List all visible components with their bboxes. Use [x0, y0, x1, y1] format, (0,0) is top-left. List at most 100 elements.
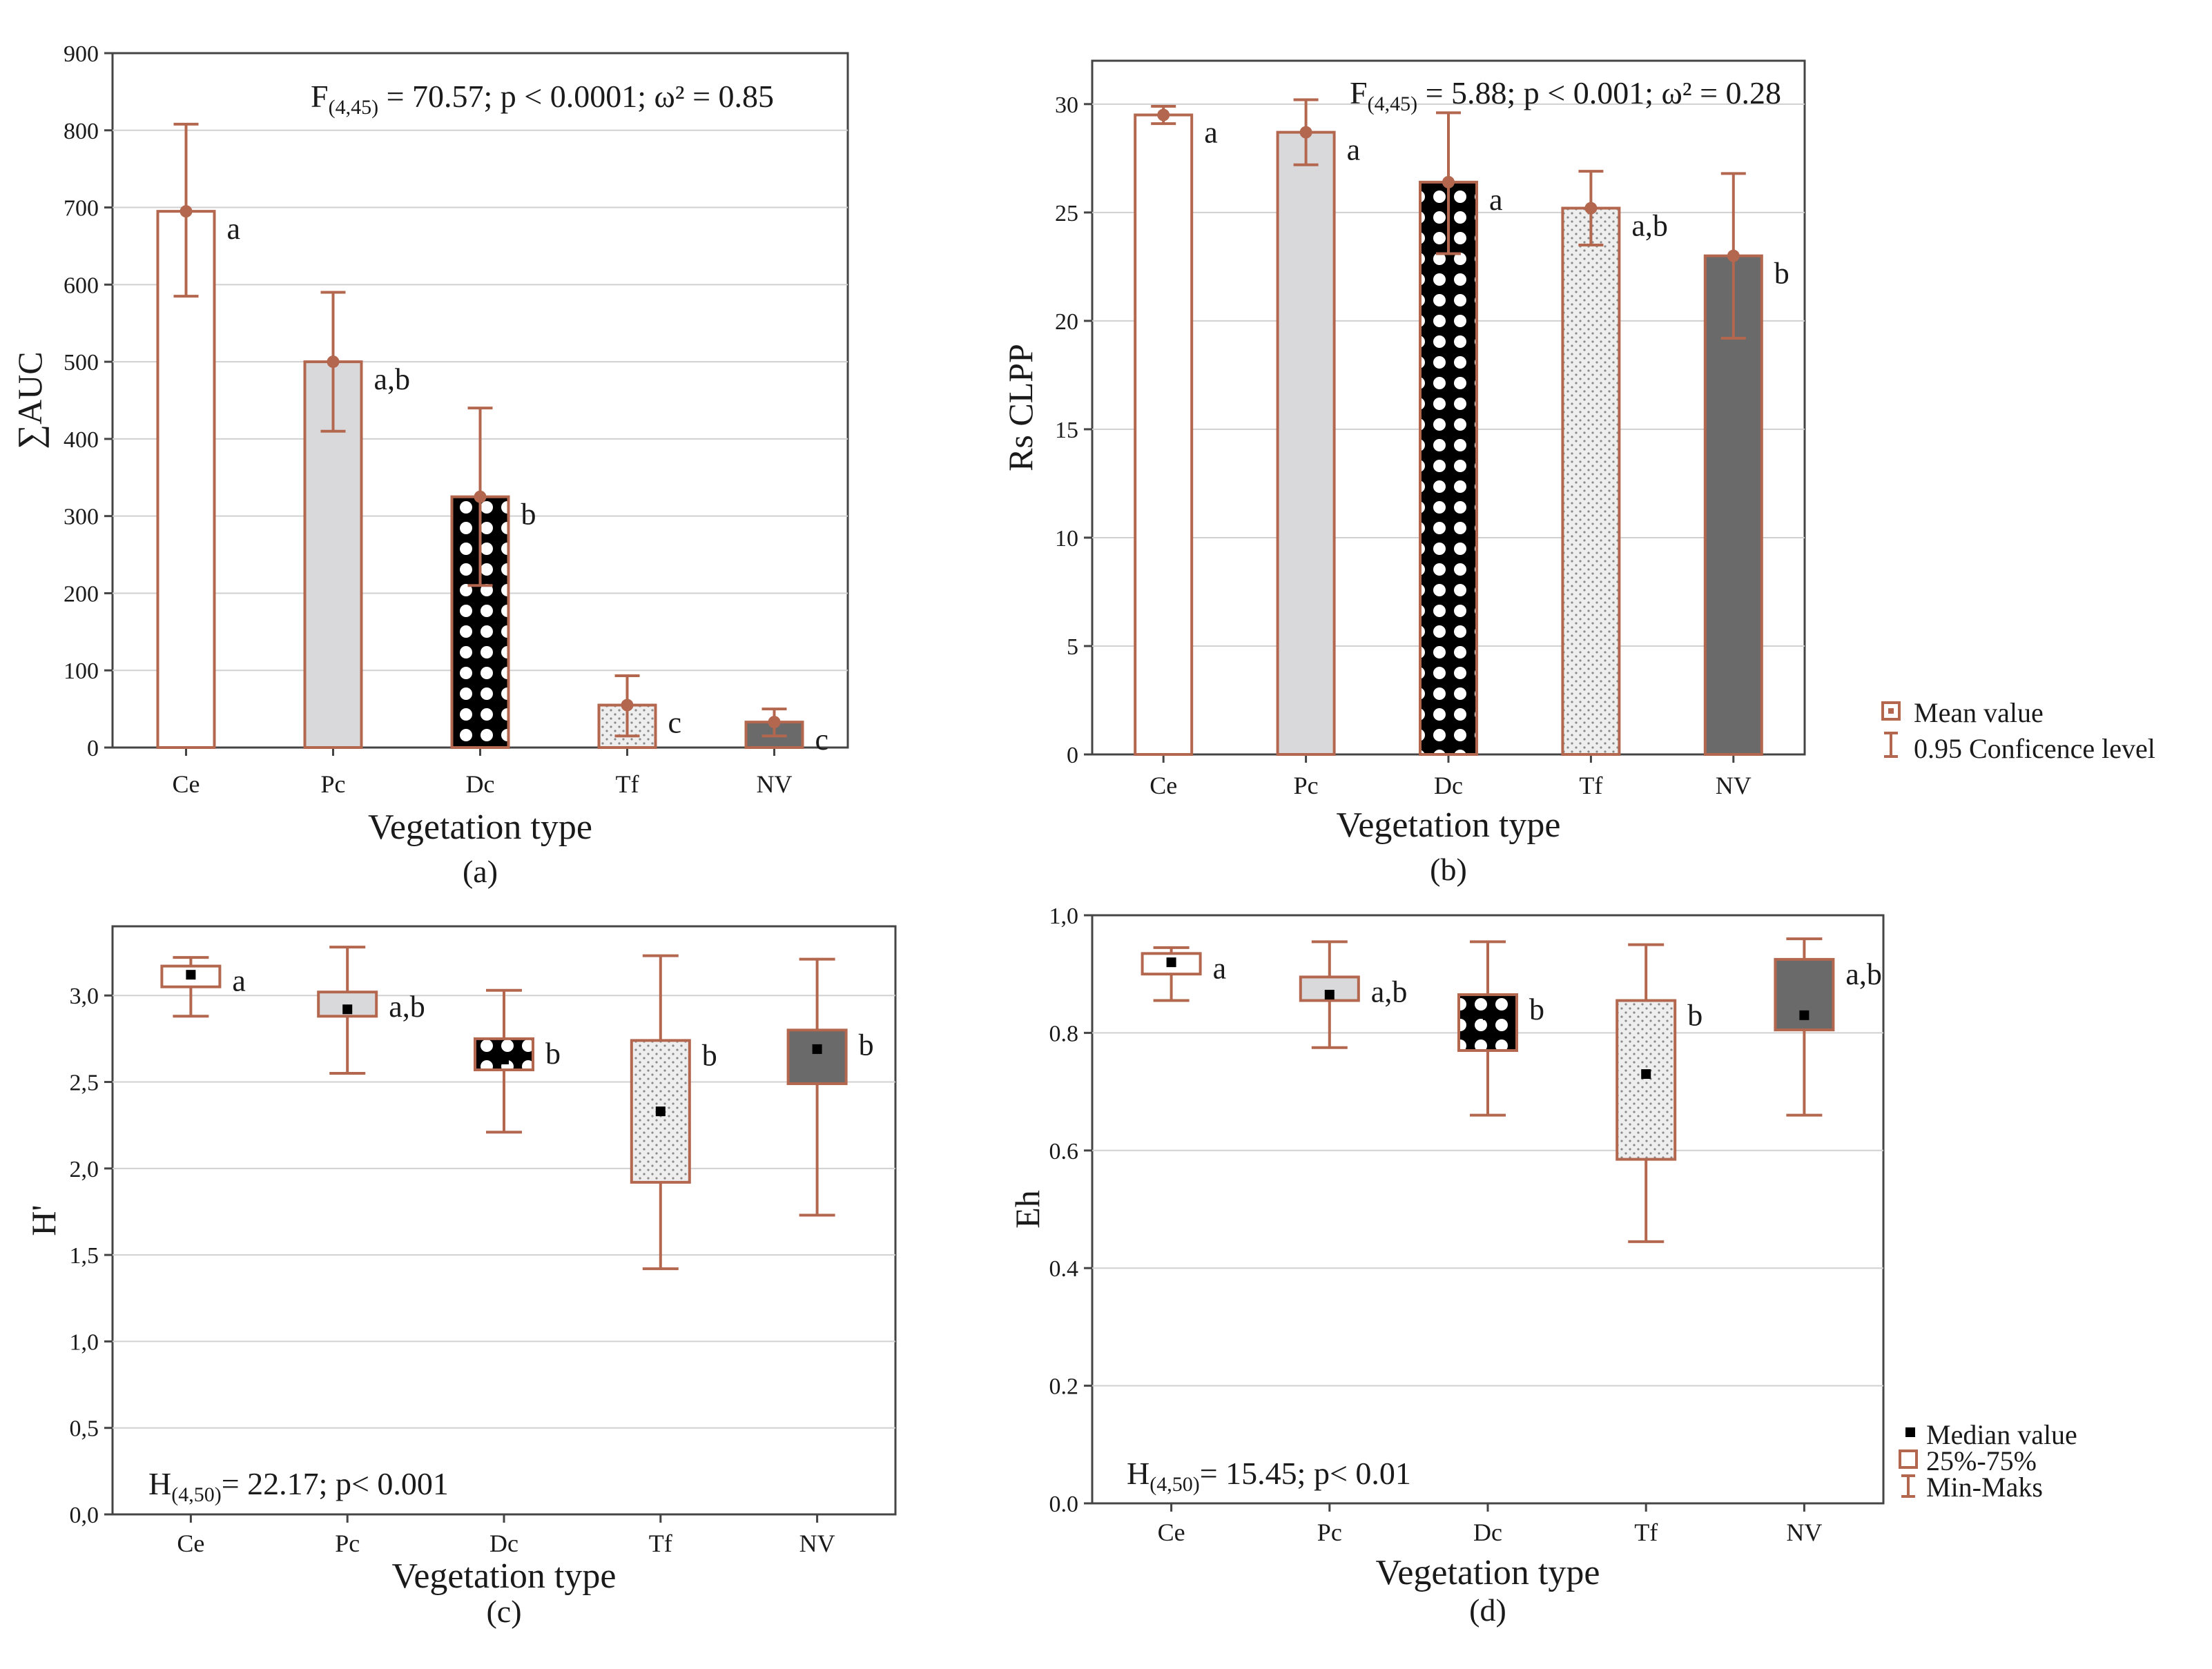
group-letter: b	[859, 1028, 874, 1062]
iqr-box	[1141, 952, 1202, 976]
panel-a: 0 100 200 300 400 500 600 700 800 900 Ce Pc Dc Tf NV a a…	[10, 41, 849, 889]
x-tick-label: Tf	[1579, 772, 1602, 799]
group-letter: a	[232, 964, 246, 998]
panel-d: 0.0 0.2 0.4 0.6 0.8 1,0 Ce Pc Dc Tf NV a a,b b b a,b Eh V…	[1008, 904, 1885, 1628]
panel-label: (a)	[463, 854, 498, 889]
x-tick-label: Dc	[466, 770, 495, 798]
y-tick-label: 15	[1055, 418, 1078, 443]
bar	[156, 210, 216, 749]
y-tick-label: 1,0	[1049, 904, 1079, 929]
x-tick-label: Tf	[1634, 1519, 1658, 1546]
x-axis-label: Vegetation type	[1376, 1553, 1600, 1592]
x-tick-label: NV	[1786, 1519, 1822, 1546]
mean-point	[1442, 175, 1455, 188]
y-tick-label: 400	[64, 427, 99, 453]
mean-point	[768, 716, 781, 729]
y-axis-label: H'	[24, 1204, 63, 1236]
legend-iqr-symbol	[1899, 1450, 1918, 1469]
group-letter: b	[1774, 257, 1789, 291]
group-letter: a,b	[389, 990, 425, 1024]
mean-point	[1727, 249, 1740, 262]
group-letter: a,b	[1371, 975, 1408, 1008]
y-tick-label: 800	[64, 119, 99, 144]
group-letter: a	[227, 212, 241, 246]
legend-ci-label: 0.95 Conficence level	[1914, 733, 2155, 764]
mean-point	[621, 699, 634, 712]
x-tick-label: Ce	[1149, 772, 1177, 799]
x-tick-label: Pc	[1317, 1519, 1342, 1546]
y-axis-label: ∑AUC	[10, 351, 49, 449]
median-point	[1483, 1010, 1493, 1020]
y-tick-label: 700	[64, 196, 99, 222]
legend-range-label: Min-Maks	[1926, 1472, 2043, 1503]
group-letter: b	[545, 1037, 561, 1071]
group-letter: b	[702, 1038, 717, 1072]
x-tick-label: NV	[1716, 772, 1752, 799]
y-tick-label: 200	[64, 581, 99, 607]
y-tick-label: 500	[64, 350, 99, 375]
median-point	[1641, 1069, 1651, 1080]
group-letter: c	[815, 723, 829, 757]
iqr-box	[160, 964, 222, 988]
x-axis-label: Vegetation type	[1337, 806, 1561, 845]
stat-annotation: F(4,45) = 5.88; p < 0.001; ω² = 0.28	[1350, 75, 1781, 115]
y-tick-label: 0.0	[1049, 1492, 1079, 1517]
iqr-box	[1457, 993, 1518, 1052]
panel-label: (d)	[1469, 1592, 1506, 1628]
bar	[1419, 180, 1478, 756]
legend-mean-dot	[1888, 708, 1894, 714]
y-tick-label: 0,0	[70, 1503, 99, 1528]
group-letter: a,b	[1845, 957, 1882, 991]
y-tick-label: 300	[64, 505, 99, 530]
median-point	[1324, 990, 1335, 1000]
y-tick-label: 100	[64, 658, 99, 684]
bar	[303, 360, 363, 749]
x-tick-label: NV	[799, 1530, 835, 1557]
x-tick-label: Ce	[1158, 1519, 1185, 1546]
group-letter: c	[668, 706, 682, 740]
y-tick-label: 30	[1055, 92, 1078, 118]
iqr-box	[786, 1028, 848, 1086]
iqr-box	[630, 1039, 691, 1184]
y-tick-label: 0.6	[1049, 1139, 1079, 1164]
group-letter: a,b	[1631, 209, 1668, 243]
group-letter: b	[521, 498, 536, 531]
bar	[1276, 130, 1336, 756]
iqr-box	[317, 990, 378, 1018]
x-tick-label: Dc	[1473, 1519, 1502, 1546]
y-tick-label: 20	[1055, 309, 1078, 335]
stat-annotation: H(4,50)= 15.45; p< 0.01	[1127, 1456, 1411, 1496]
y-tick-label: 2,5	[70, 1071, 99, 1096]
x-tick-label: Pc	[335, 1530, 360, 1557]
legend-median-iqr-range: Median value 25%-75% Min-Maks	[1899, 1419, 2077, 1503]
group-letter: b	[1687, 999, 1702, 1033]
median-point	[186, 970, 196, 980]
group-letter: a	[1347, 133, 1361, 167]
bar	[1134, 113, 1194, 756]
x-tick-label: Dc	[1434, 772, 1463, 799]
y-tick-label: 0.2	[1049, 1374, 1079, 1400]
panel-label: (b)	[1430, 852, 1467, 887]
panel-b: 0 5 10 15 20 25 30 Ce Pc Dc Tf NV a a a a,b b Rs CLPP Vege…	[1001, 59, 1806, 887]
mean-point	[1157, 108, 1170, 121]
median-point	[499, 1054, 509, 1064]
median-point	[342, 1004, 353, 1015]
legend-mean-ci: Mean value 0.95 Conficence level	[1881, 697, 2155, 764]
y-tick-label: 3,0	[70, 984, 99, 1009]
x-tick-label: Tf	[649, 1530, 672, 1557]
y-tick-label: 1,0	[70, 1329, 99, 1355]
mean-point	[1584, 202, 1598, 215]
median-point	[655, 1106, 666, 1117]
mean-point	[180, 205, 193, 218]
group-letter: b	[1529, 993, 1544, 1026]
stat-annotation: H(4,50)= 22.17; p< 0.001	[148, 1466, 449, 1506]
y-tick-label: 25	[1055, 201, 1078, 226]
mean-point	[474, 490, 487, 503]
legend-mean-label: Mean value	[1914, 697, 2044, 728]
x-tick-label: NV	[757, 770, 793, 798]
x-tick-label: Ce	[173, 770, 200, 798]
x-axis-label: Vegetation type	[392, 1556, 617, 1596]
y-tick-label: 1,5	[70, 1243, 99, 1269]
panel-c: 0,0 0,5 1,0 1,5 2,0 2,5 3,0 Ce Pc Dc Tf NV a a,b b b b H'…	[24, 925, 897, 1629]
